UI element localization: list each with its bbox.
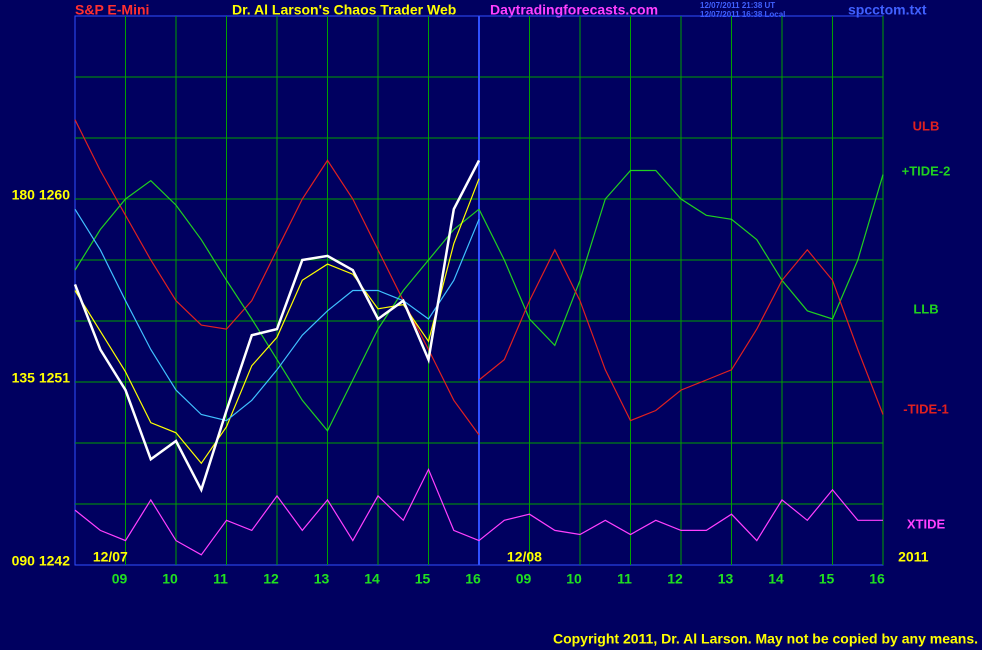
date-label: 12/07 — [93, 549, 128, 565]
price-line — [73, 159, 481, 494]
site: Daytradingforecasts.com — [490, 2, 658, 18]
x-tick-label: 15 — [415, 571, 431, 587]
x-tick-label: 10 — [566, 571, 582, 587]
legend-label: ULB — [913, 118, 940, 133]
date-label: 12/08 — [507, 549, 542, 565]
series-line — [478, 169, 884, 347]
stamp-ut: 12/07/2011 21:38 UT — [700, 1, 775, 10]
y-tick-label: 180 1260 — [12, 187, 71, 203]
legend-label: LLB — [913, 301, 938, 316]
x-tick-label: 15 — [819, 571, 835, 587]
x-tick-label: 13 — [314, 571, 330, 587]
series-line — [478, 248, 884, 422]
moving-average — [74, 208, 480, 422]
file-name: spcctom.txt — [848, 2, 927, 18]
x-tick-label: 16 — [465, 571, 481, 587]
series-line — [74, 179, 480, 432]
copyright: Copyright 2011, Dr. Al Larson. May not b… — [553, 631, 978, 647]
date-label: 2011 — [898, 549, 929, 565]
x-tick-label: 12 — [667, 571, 683, 587]
x-tick-label: 09 — [112, 571, 128, 587]
legend-label: XTIDE — [907, 516, 946, 531]
x-tick-label: 10 — [162, 571, 178, 587]
x-tick-label: 16 — [869, 571, 885, 587]
moving-average — [74, 178, 480, 465]
stamp-local: 12/07/2011 16:38 Local — [700, 10, 785, 19]
x-tick-label: 11 — [213, 571, 228, 587]
x-tick-label: 12 — [263, 571, 279, 587]
y-tick-label: 090 1242 — [12, 553, 71, 569]
x-tick-label: 11 — [617, 571, 632, 587]
x-tick-label: 13 — [718, 571, 734, 587]
symbol: S&P E-Mini — [75, 2, 149, 18]
y-tick-label: 135 1251 — [12, 370, 71, 386]
legend-label: -TIDE-1 — [903, 401, 949, 416]
legend-label: +TIDE-2 — [902, 163, 951, 178]
x-tick-label: 14 — [768, 571, 784, 587]
x-tick-label: 14 — [364, 571, 380, 587]
series-line — [74, 467, 883, 556]
chart-title: Dr. Al Larson's Chaos Trader Web — [232, 2, 456, 18]
x-tick-label: 09 — [516, 571, 532, 587]
